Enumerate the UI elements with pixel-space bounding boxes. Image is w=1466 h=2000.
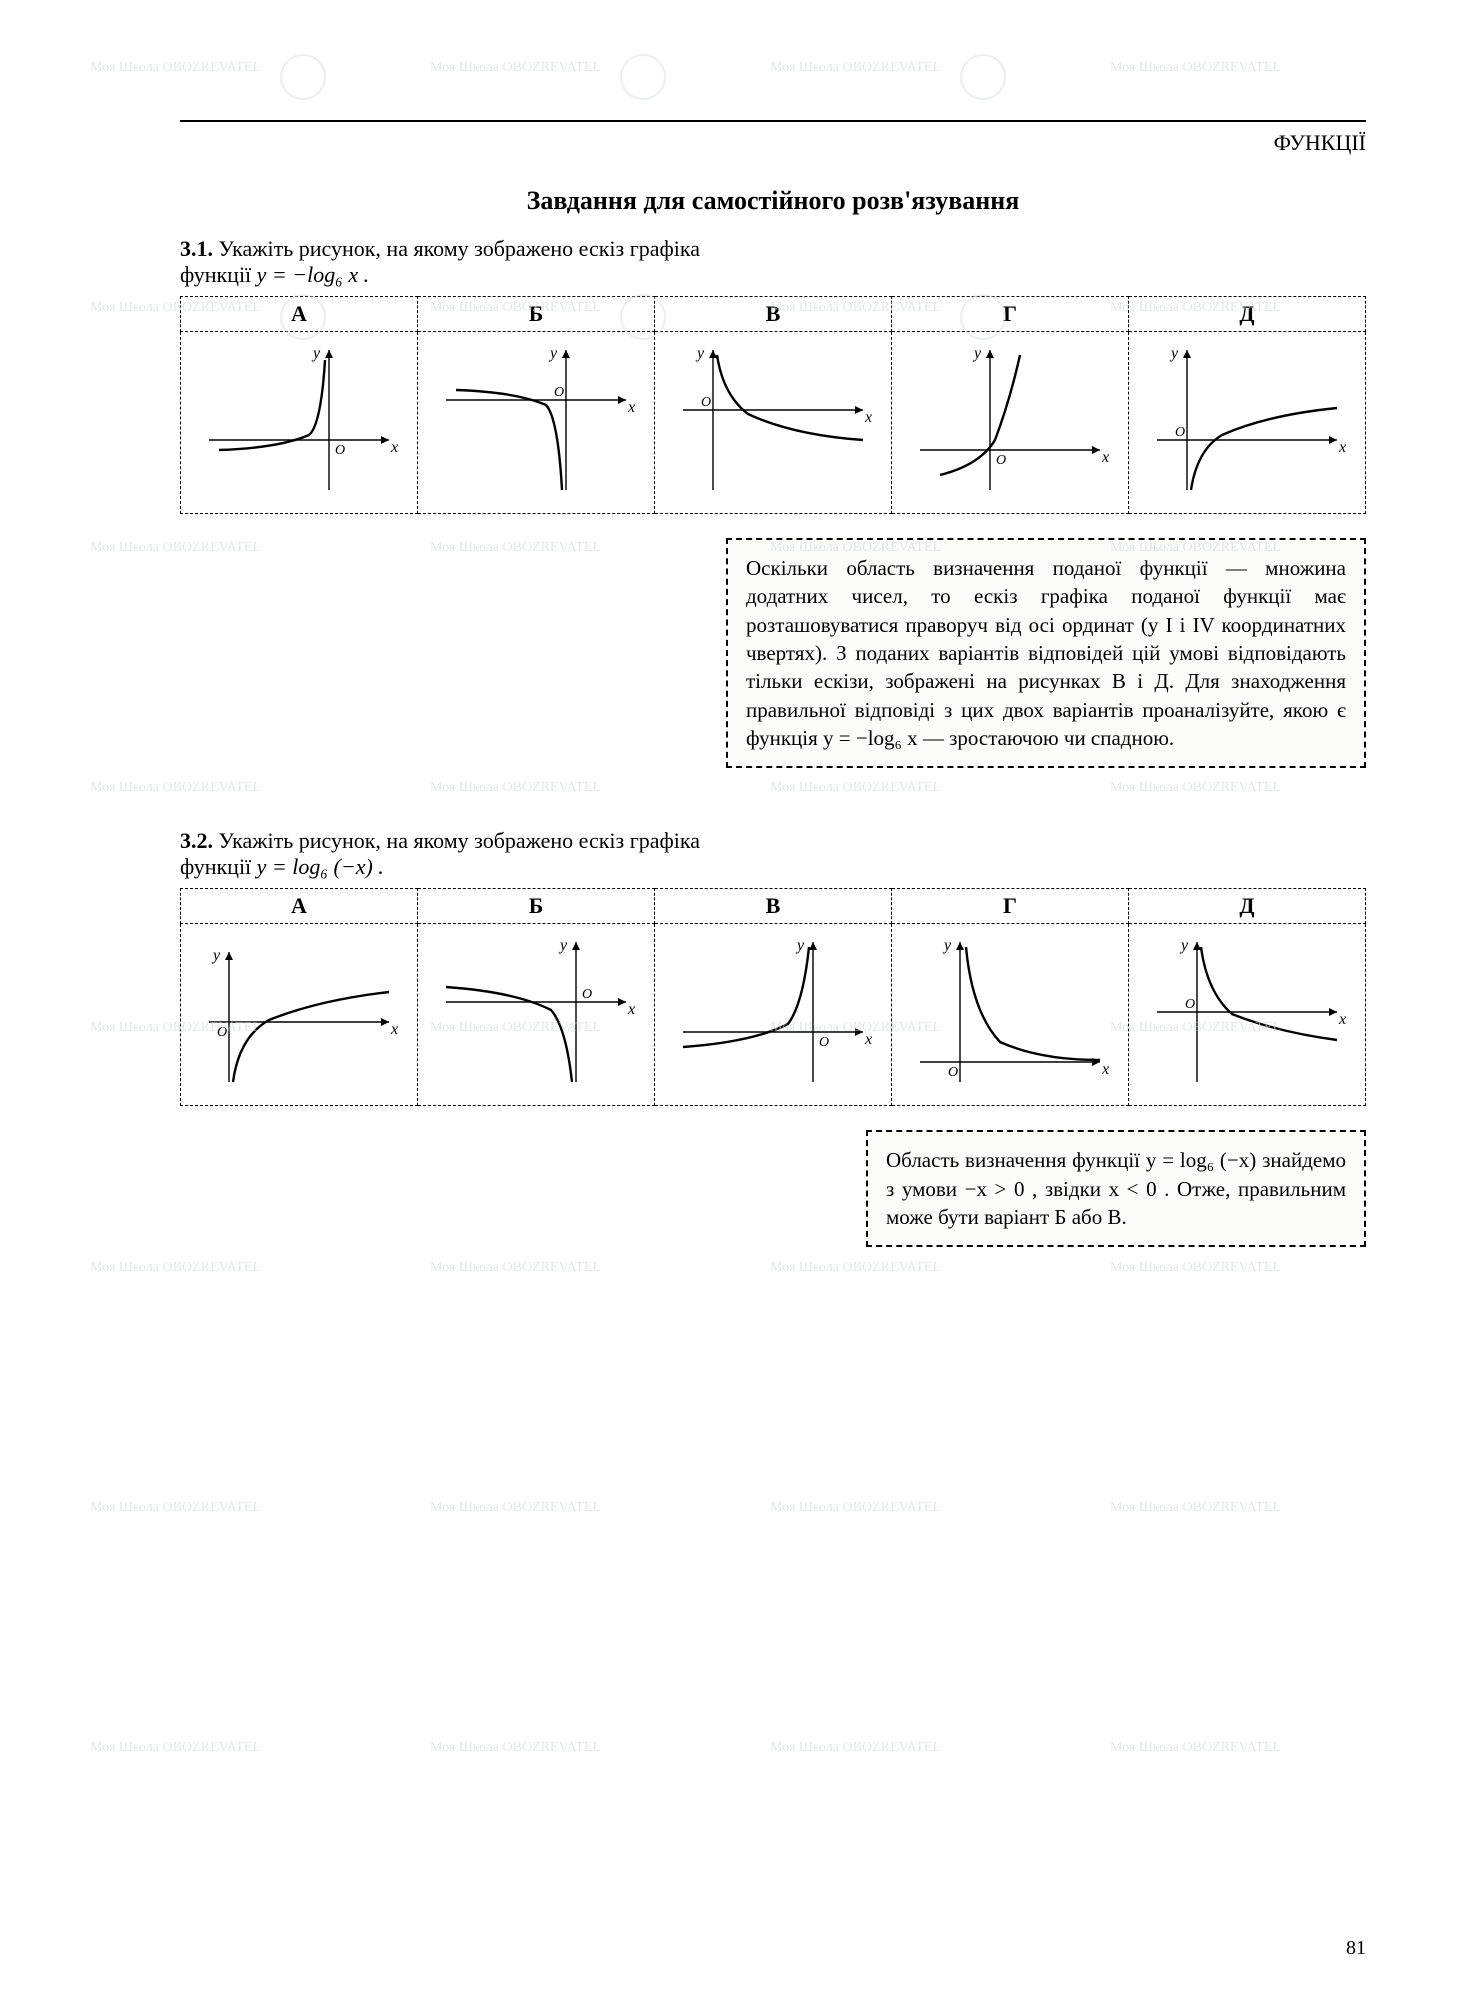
problem-3-2: 3.2. Укажіть рисунок, на якому зображено… <box>180 828 1366 1247</box>
options-table-3-1: А Б В Г Д x y O <box>180 296 1366 514</box>
svg-text:y: y <box>972 345 982 362</box>
formula-prefix: функції <box>180 854 257 879</box>
svg-text:x: x <box>627 399 635 416</box>
svg-text:O: O <box>996 453 1006 468</box>
option-header: А <box>181 889 418 924</box>
option-header: Г <box>892 889 1129 924</box>
option-header: Б <box>418 297 655 332</box>
graph-3-1-d: x y O <box>1129 332 1366 514</box>
svg-text:O: O <box>948 1065 958 1080</box>
problem-formula: y = log₆ (−x) . <box>257 854 384 879</box>
graph-3-1-g: x y O <box>892 332 1129 514</box>
svg-text:y: y <box>558 937 568 954</box>
option-header: Д <box>1129 297 1366 332</box>
page-title: Завдання для самостійного розв'язування <box>180 186 1366 216</box>
svg-text:y: y <box>1169 345 1179 362</box>
option-header: В <box>655 297 892 332</box>
option-header: Г <box>892 297 1129 332</box>
svg-text:x: x <box>627 1001 635 1018</box>
graph-3-2-b: x y O <box>418 924 655 1106</box>
problem-number: 3.2. <box>180 828 213 853</box>
svg-text:y: y <box>795 937 805 954</box>
svg-text:O: O <box>1175 425 1185 440</box>
watermark: Моя Школа OBOZREVATEL <box>430 1500 601 1516</box>
graph-3-1-b: x y O <box>418 332 655 514</box>
svg-text:O: O <box>701 395 711 410</box>
problem-formula: y = −log₆ x . <box>257 262 369 287</box>
watermark: Моя Школа OBOZREVATEL <box>430 1740 601 1756</box>
svg-text:O: O <box>554 385 564 400</box>
graph-3-1-v: x y O <box>655 332 892 514</box>
svg-text:y: y <box>211 947 221 964</box>
svg-text:y: y <box>548 345 558 362</box>
problem-text: Укажіть рисунок, на якому зображено ескі… <box>219 828 700 853</box>
page-number: 81 <box>1346 1937 1366 1960</box>
svg-text:O: O <box>1185 997 1195 1012</box>
problem-3-1: 3.1. Укажіть рисунок, на якому зображено… <box>180 236 1366 768</box>
option-header: В <box>655 889 892 924</box>
watermark: Моя Школа OBOZREVATEL <box>770 1500 941 1516</box>
problem-number: 3.1. <box>180 236 213 261</box>
svg-text:O: O <box>335 443 345 458</box>
graph-3-2-d: x y O <box>1129 924 1366 1106</box>
svg-text:x: x <box>390 1021 398 1038</box>
watermark: Моя Школа OBOZREVATEL <box>90 1500 261 1516</box>
svg-text:y: y <box>942 937 952 954</box>
svg-text:y: y <box>695 345 705 362</box>
option-header: Б <box>418 889 655 924</box>
svg-text:y: y <box>1179 937 1189 954</box>
svg-text:x: x <box>1338 439 1346 456</box>
graph-3-2-a: x y O <box>181 924 418 1106</box>
svg-text:x: x <box>1101 1061 1109 1078</box>
svg-text:x: x <box>1101 449 1109 466</box>
svg-text:x: x <box>1338 1011 1346 1028</box>
option-header: Д <box>1129 889 1366 924</box>
header-rule <box>180 120 1366 122</box>
hint-3-1: Оскільки область визначення поданої функ… <box>726 538 1366 768</box>
section-label: ФУНКЦІЇ <box>180 130 1366 156</box>
option-header: А <box>181 297 418 332</box>
graph-3-1-a: x y O <box>181 332 418 514</box>
watermark: Моя Школа OBOZREVATEL <box>1110 1740 1281 1756</box>
svg-text:x: x <box>864 409 872 426</box>
formula-prefix: функції <box>180 262 257 287</box>
watermark: Моя Школа OBOZREVATEL <box>1110 1500 1281 1516</box>
svg-text:O: O <box>217 1025 227 1040</box>
svg-text:y: y <box>311 345 321 362</box>
options-table-3-2: А Б В Г Д x y O <box>180 888 1366 1106</box>
hint-3-2: Область визначення функції y = log₆ (−x)… <box>866 1130 1366 1247</box>
svg-text:O: O <box>582 987 592 1002</box>
graph-3-2-g: x y O <box>892 924 1129 1106</box>
svg-text:x: x <box>864 1031 872 1048</box>
problem-text: Укажіть рисунок, на якому зображено ескі… <box>219 236 700 261</box>
graph-3-2-v: x y O <box>655 924 892 1106</box>
svg-text:O: O <box>819 1035 829 1050</box>
watermark: Моя Школа OBOZREVATEL <box>90 1740 261 1756</box>
svg-text:x: x <box>390 439 398 456</box>
watermark: Моя Школа OBOZREVATEL <box>770 1740 941 1756</box>
